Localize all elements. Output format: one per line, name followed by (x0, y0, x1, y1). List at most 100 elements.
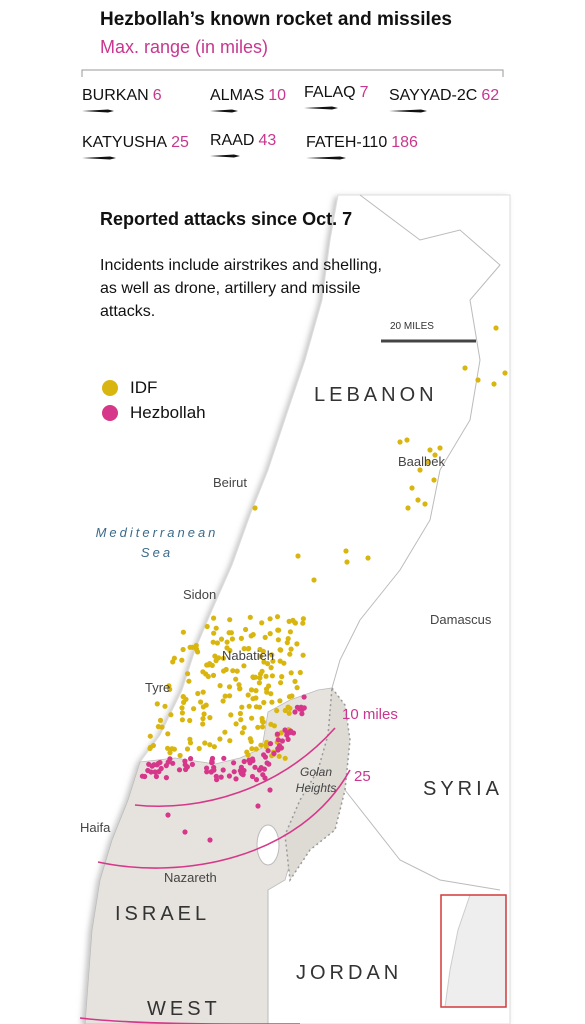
incident-dot (253, 777, 260, 783)
incident-dot (259, 718, 265, 725)
incident-dot (171, 746, 177, 752)
incident-dot (279, 674, 285, 680)
place-label: SYRIA (423, 778, 504, 800)
incident-dot (422, 501, 428, 507)
incident-dot (287, 651, 293, 657)
rocket-icon (304, 106, 338, 110)
incident-dot (200, 704, 206, 710)
incident-dot (246, 645, 252, 652)
incident-dot (245, 752, 251, 758)
incident-dot (263, 673, 269, 679)
missile: ALMAS 10 (210, 87, 286, 105)
incident-dot (287, 705, 293, 712)
incident-dot (231, 769, 237, 775)
incident-dot (275, 737, 281, 743)
incident-dot (257, 675, 263, 681)
incident-dot (253, 704, 259, 710)
missile: BURKAN 6 (82, 87, 162, 105)
incident-dot (229, 636, 235, 642)
incident-dot (227, 738, 233, 744)
incident-dot (405, 505, 411, 511)
incident-dot (165, 731, 171, 737)
incident-dot (259, 668, 265, 674)
missile: FATEH-110 186 (306, 134, 418, 152)
ring-label: 10 miles (342, 706, 398, 723)
incident-dot (233, 776, 239, 782)
incident-dot (228, 712, 234, 718)
place-label: Nazareth (164, 870, 217, 885)
missile-range: 7 (359, 84, 369, 101)
incident-dot (230, 668, 236, 674)
incident-dot (201, 711, 207, 717)
incident-dot (249, 773, 256, 780)
incident-dot (243, 626, 249, 633)
incident-dot (218, 636, 225, 642)
incident-dot (180, 629, 186, 635)
incident-dot (227, 693, 233, 699)
missile-range: 10 (268, 87, 287, 104)
incident-dot (286, 694, 293, 700)
incident-dot (409, 485, 415, 491)
incident-dot (165, 759, 171, 765)
incident-dot (311, 577, 317, 583)
place-label: Mediterranean Sea (95, 525, 219, 560)
incident-dot (278, 680, 284, 686)
incident-dot (300, 652, 306, 658)
missile: KATYUSHA 25 (82, 134, 189, 152)
incident-dot (210, 639, 216, 645)
incident-dot (397, 439, 403, 445)
incident-dot (185, 671, 191, 677)
incident-dot (277, 647, 283, 653)
incident-dot (187, 644, 193, 650)
incident-dot (212, 653, 218, 659)
incident-dot (170, 760, 176, 766)
incident-dot (287, 629, 293, 635)
place-label: Sidon (183, 587, 217, 602)
incident-dot (157, 717, 164, 724)
incident-dot (147, 733, 153, 739)
incident-dot (213, 625, 219, 631)
dots (139, 325, 508, 843)
incident-dot (271, 750, 277, 757)
incident-dot (268, 691, 274, 697)
incident-dot (177, 752, 183, 759)
ring-label: 25 (354, 768, 371, 785)
rocket-icon (210, 109, 238, 113)
place-label: Golan Heights (295, 765, 337, 795)
incident-dot (162, 703, 168, 709)
incident-dot (292, 709, 298, 715)
legend-swatch (102, 405, 118, 421)
incident-dot (250, 632, 256, 638)
incident-dot (267, 616, 273, 622)
incident-dot (295, 553, 301, 559)
map-description: Incidents include airstrikes and shellin… (100, 257, 382, 320)
incident-dot (258, 742, 264, 748)
incident-dot (239, 771, 245, 777)
incident-dot (300, 620, 306, 626)
incident-dot (203, 671, 209, 677)
incident-dot (211, 615, 217, 621)
missile-name: RAAD (210, 132, 255, 149)
incident-dot (159, 724, 165, 730)
incident-dot (155, 760, 161, 766)
incident-dot (258, 765, 264, 771)
incident-dot (475, 377, 481, 383)
incident-dot (263, 744, 269, 750)
incident-dot (263, 686, 270, 692)
incident-dot (196, 745, 202, 752)
place-label: Baalbek (398, 454, 445, 469)
incident-dot (237, 710, 243, 717)
incident-dot (233, 721, 239, 727)
incident-dot (152, 769, 158, 775)
rocket-icon (82, 109, 114, 113)
incident-dot (211, 767, 217, 773)
incident-dot (282, 755, 288, 761)
incident-dot (261, 752, 267, 758)
incident-dot (288, 670, 294, 676)
incident-dot (238, 717, 244, 723)
incident-dot (286, 710, 292, 716)
incident-dot (288, 646, 294, 652)
incident-dot (264, 760, 270, 766)
incident-dot (300, 616, 306, 622)
